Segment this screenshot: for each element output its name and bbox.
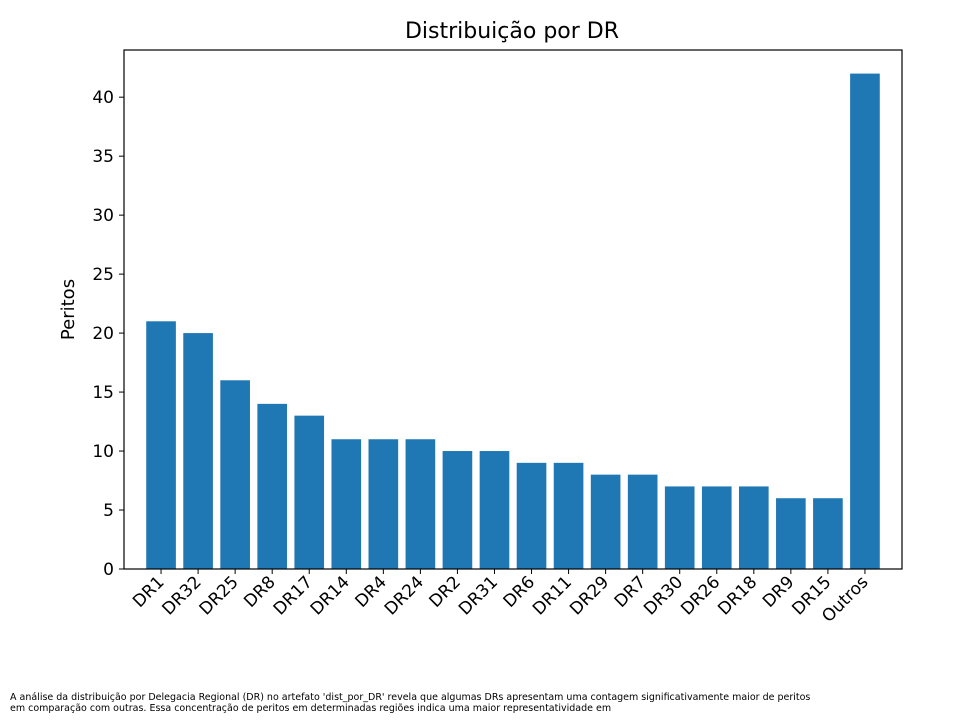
x-tick-label: DR26 xyxy=(677,572,724,619)
x-tick-label: DR32 xyxy=(159,572,206,619)
chart-title: Distribuição por DR xyxy=(405,19,619,44)
y-tick-label: 10 xyxy=(92,442,114,462)
bar-chart: Distribuição por DR Peritos 0 5 10 15 20 25 30… xyxy=(58,19,903,627)
bar-dr17 xyxy=(294,415,325,569)
bar-dr29 xyxy=(590,474,621,569)
bar-dr9 xyxy=(776,498,806,569)
bar-dr14 xyxy=(331,439,362,569)
x-tick-label: DR17 xyxy=(270,572,317,619)
plot-frame xyxy=(123,49,903,570)
x-tick-label: DR29 xyxy=(566,572,613,619)
bar-dr6 xyxy=(516,462,547,569)
x-axis-ticks: DR1DR32DR25DR8DR17DR14DR4DR24DR2DR31DR6D… xyxy=(129,569,873,627)
bar-dr8 xyxy=(257,403,288,569)
bar-dr4 xyxy=(368,439,399,569)
bar-dr30 xyxy=(664,486,695,569)
x-tick-label: DR18 xyxy=(714,572,761,619)
bar-dr11 xyxy=(553,462,584,569)
y-axis-ticks: 0 5 10 15 20 25 30 35 40 xyxy=(92,88,124,580)
y-tick-label: 30 xyxy=(92,206,114,226)
x-tick-label: DR30 xyxy=(640,572,687,619)
x-tick-label: DR14 xyxy=(307,572,354,619)
bar-dr25 xyxy=(220,380,250,569)
y-tick-label: 40 xyxy=(92,88,114,108)
y-axis-label: Peritos xyxy=(58,279,79,340)
bar-outros xyxy=(850,73,880,569)
bars-group xyxy=(146,73,880,569)
bar-dr24 xyxy=(405,439,436,569)
caption-line-2: em comparação com outras. Essa concentra… xyxy=(10,703,612,714)
bar-dr2 xyxy=(442,451,473,569)
y-tick-label: 5 xyxy=(103,501,114,521)
bar-dr7 xyxy=(627,474,658,569)
caption-line-1: A análise da distribuição por Delegacia … xyxy=(10,692,811,703)
bar-dr18 xyxy=(738,486,769,569)
y-tick-label: 15 xyxy=(92,383,114,403)
bar-dr32 xyxy=(183,333,213,569)
bar-dr31 xyxy=(479,451,510,569)
x-tick-label: DR24 xyxy=(381,572,428,619)
x-tick-label: DR31 xyxy=(455,572,502,619)
bar-dr1 xyxy=(146,321,176,569)
bar-dr15 xyxy=(813,498,843,569)
y-tick-label: 25 xyxy=(92,265,114,285)
y-tick-label: 35 xyxy=(92,147,114,167)
y-tick-label: 0 xyxy=(103,560,114,580)
x-tick-label: DR11 xyxy=(529,572,576,619)
y-tick-label: 20 xyxy=(92,324,114,344)
bar-dr26 xyxy=(701,486,732,569)
chart-caption: A análise da distribuição por Delegacia … xyxy=(10,692,955,714)
x-tick-label: DR25 xyxy=(196,572,243,619)
